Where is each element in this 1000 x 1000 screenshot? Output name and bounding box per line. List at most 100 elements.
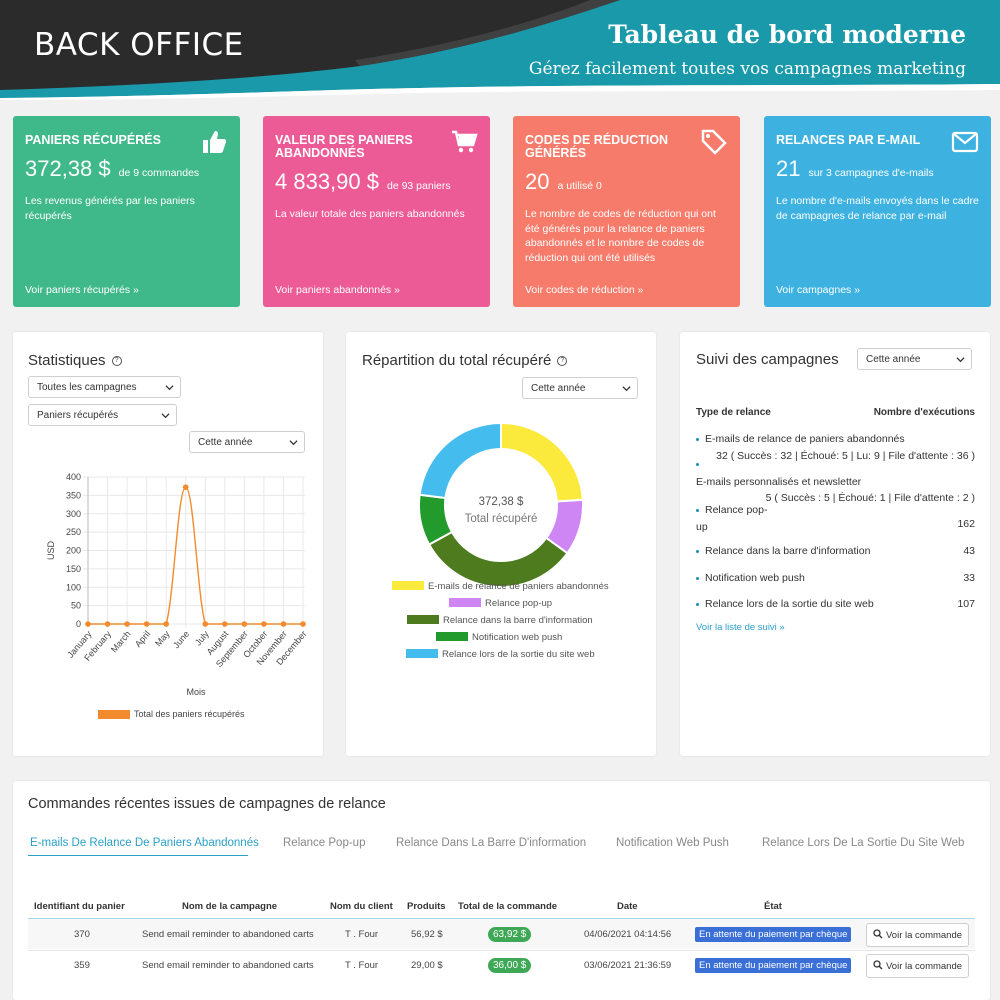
help-icon[interactable]: ? <box>111 356 122 367</box>
tab-info-bar[interactable]: Relance Dans La Barre D'information <box>396 837 587 849</box>
cell-cart-id: 359 <box>74 960 90 971</box>
th-products: Produits <box>407 901 446 912</box>
tracking-item-value: 162 <box>957 518 975 530</box>
x-tick-label: June <box>171 629 191 650</box>
thumbs-up-icon <box>203 131 227 153</box>
card-description: Le nombre d'e-mails envoyés dans le cadr… <box>776 195 979 222</box>
period-select[interactable]: Cette année <box>189 431 305 453</box>
data-point[interactable] <box>163 621 169 627</box>
cell-date: 03/06/2021 21:36:59 <box>584 960 672 971</box>
chevron-down-icon <box>165 385 174 391</box>
card-title: CODES DE RÉDUCTION GÉNÉRÉS <box>525 133 669 160</box>
legend-swatch <box>98 710 130 719</box>
card-link[interactable]: Voir codes de réduction » <box>525 284 644 296</box>
cell-products: 29,00 $ <box>411 960 443 971</box>
x-tick-label: March <box>109 629 133 655</box>
x-tick-label: May <box>153 628 172 648</box>
th-status: État <box>764 901 782 912</box>
bullet-icon <box>696 508 699 512</box>
tab-exit-intent[interactable]: Relance Lors De La Sortie Du Site Web <box>762 837 965 849</box>
cell-total-badge: 63,92 $ <box>488 927 532 942</box>
tracking-list-link[interactable]: Voir la liste de suivi » <box>696 622 785 633</box>
envelope-icon <box>951 131 979 153</box>
cell-campaign: Send email reminder to abandoned carts <box>142 960 314 971</box>
card-link[interactable]: Voir paniers récupérés » <box>25 284 139 296</box>
period-select[interactable]: Cette année <box>522 377 638 399</box>
bullet-only <box>696 458 705 470</box>
th-campaign: Nom de la campagne <box>182 901 278 912</box>
y-tick-label: 50 <box>71 601 81 611</box>
chevron-down-icon <box>956 357 965 363</box>
tracking-item-label: Relance pop-up <box>696 504 768 533</box>
data-point[interactable] <box>124 621 130 627</box>
card-value-sub: sur 3 campagnes d'e-mails <box>808 167 934 179</box>
data-point[interactable] <box>280 621 287 627</box>
y-tick-label: 400 <box>66 472 81 482</box>
card-description: Le nombre de codes de réduction qui ont … <box>525 208 716 264</box>
campaign-select[interactable]: Toutes les campagnes <box>28 376 181 398</box>
card-recovered-carts: PANIERS RÉCUPÉRÉS 372,38 $ de 9 commandes… <box>13 116 240 307</box>
data-point[interactable] <box>85 621 91 627</box>
statistics-panel: Statistiques? Toutes les campagnes Panie… <box>13 332 323 756</box>
donut-center-label: Total récupéré <box>464 513 538 525</box>
panel-title: Statistiques? <box>28 352 122 369</box>
tracking-item-value: 32 ( Succès : 32 | Échoué: 5 | Lu: 9 | F… <box>716 450 975 462</box>
card-value-sub: de 93 paniers <box>386 180 451 192</box>
help-icon[interactable]: ? <box>557 356 568 367</box>
donut-slice[interactable] <box>500 421 584 503</box>
row-divider <box>28 950 975 951</box>
series-line <box>88 486 303 625</box>
active-tab-underline <box>28 855 248 856</box>
data-point[interactable] <box>222 621 228 627</box>
cell-cart-id: 370 <box>74 929 90 940</box>
th-total: Total de la commande <box>458 901 558 912</box>
header-background <box>0 0 1000 100</box>
donut-slice[interactable] <box>418 421 502 500</box>
tab-popup[interactable]: Relance Pop-up <box>283 837 366 849</box>
x-axis-label: Mois <box>186 687 206 697</box>
panel-title: Suivi des campagnes <box>696 351 839 368</box>
legend-swatch <box>392 581 424 590</box>
donut-slice[interactable] <box>427 530 569 588</box>
data-point[interactable] <box>104 621 111 627</box>
tracking-item-label: Relance lors de la sortie du site web <box>696 598 874 610</box>
card-description: Les revenus générés par les paniers récu… <box>25 195 195 222</box>
th-cart-id: Identifiant du panier <box>34 901 125 912</box>
data-point[interactable] <box>241 621 248 627</box>
chevron-down-icon <box>161 413 170 419</box>
cell-customer: T . Four <box>345 929 379 940</box>
search-icon <box>873 929 883 939</box>
tab-web-push[interactable]: Notification Web Push <box>616 837 729 849</box>
bullet-icon <box>696 576 699 580</box>
view-order-button[interactable]: Voir la commande <box>866 923 970 947</box>
card-value: 4 833,90 $ <box>275 169 379 194</box>
view-order-button[interactable]: Voir la commande <box>866 954 970 978</box>
tracking-panel: Suivi des campagnes Cette année Type de … <box>680 332 990 756</box>
card-title: VALEUR DES PANIERS ABANDONNÉS <box>275 133 413 160</box>
period-select[interactable]: Cette année <box>857 348 972 370</box>
data-point[interactable] <box>143 621 150 627</box>
tracking-item-value: 107 <box>957 598 975 610</box>
data-point[interactable] <box>202 621 209 627</box>
orders-title: Commandes récentes issues de campagnes d… <box>28 796 386 812</box>
donut-center-value: 372,38 $ <box>478 496 524 508</box>
cell-total-badge: 36,00 $ <box>488 958 532 973</box>
chevron-down-icon <box>289 440 298 446</box>
data-point[interactable] <box>300 621 306 627</box>
legend-label: E-mails de relance de paniers abandonnés <box>428 581 609 592</box>
data-point[interactable] <box>261 621 267 627</box>
tag-icon <box>701 129 727 155</box>
tracking-item-label: Relance dans la barre d'information <box>696 545 870 557</box>
data-point[interactable] <box>182 484 189 490</box>
card-link[interactable]: Voir campagnes » <box>776 284 861 296</box>
cell-campaign: Send email reminder to abandoned carts <box>142 929 314 940</box>
tab-abandoned-emails[interactable]: E-mails De Relance De Paniers Abandonnés <box>30 837 259 849</box>
metric-select[interactable]: Paniers récupérés <box>28 404 177 426</box>
card-link[interactable]: Voir paniers abandonnés » <box>275 284 400 296</box>
shopping-cart-icon <box>452 130 478 153</box>
legend-label: Relance lors de la sortie du site web <box>442 649 595 660</box>
legend-label: Relance pop-up <box>485 598 552 609</box>
card-title: RELANCES PAR E-MAIL <box>776 133 921 147</box>
legend-label: Notification web push <box>472 632 562 643</box>
y-tick-label: 300 <box>66 509 81 519</box>
